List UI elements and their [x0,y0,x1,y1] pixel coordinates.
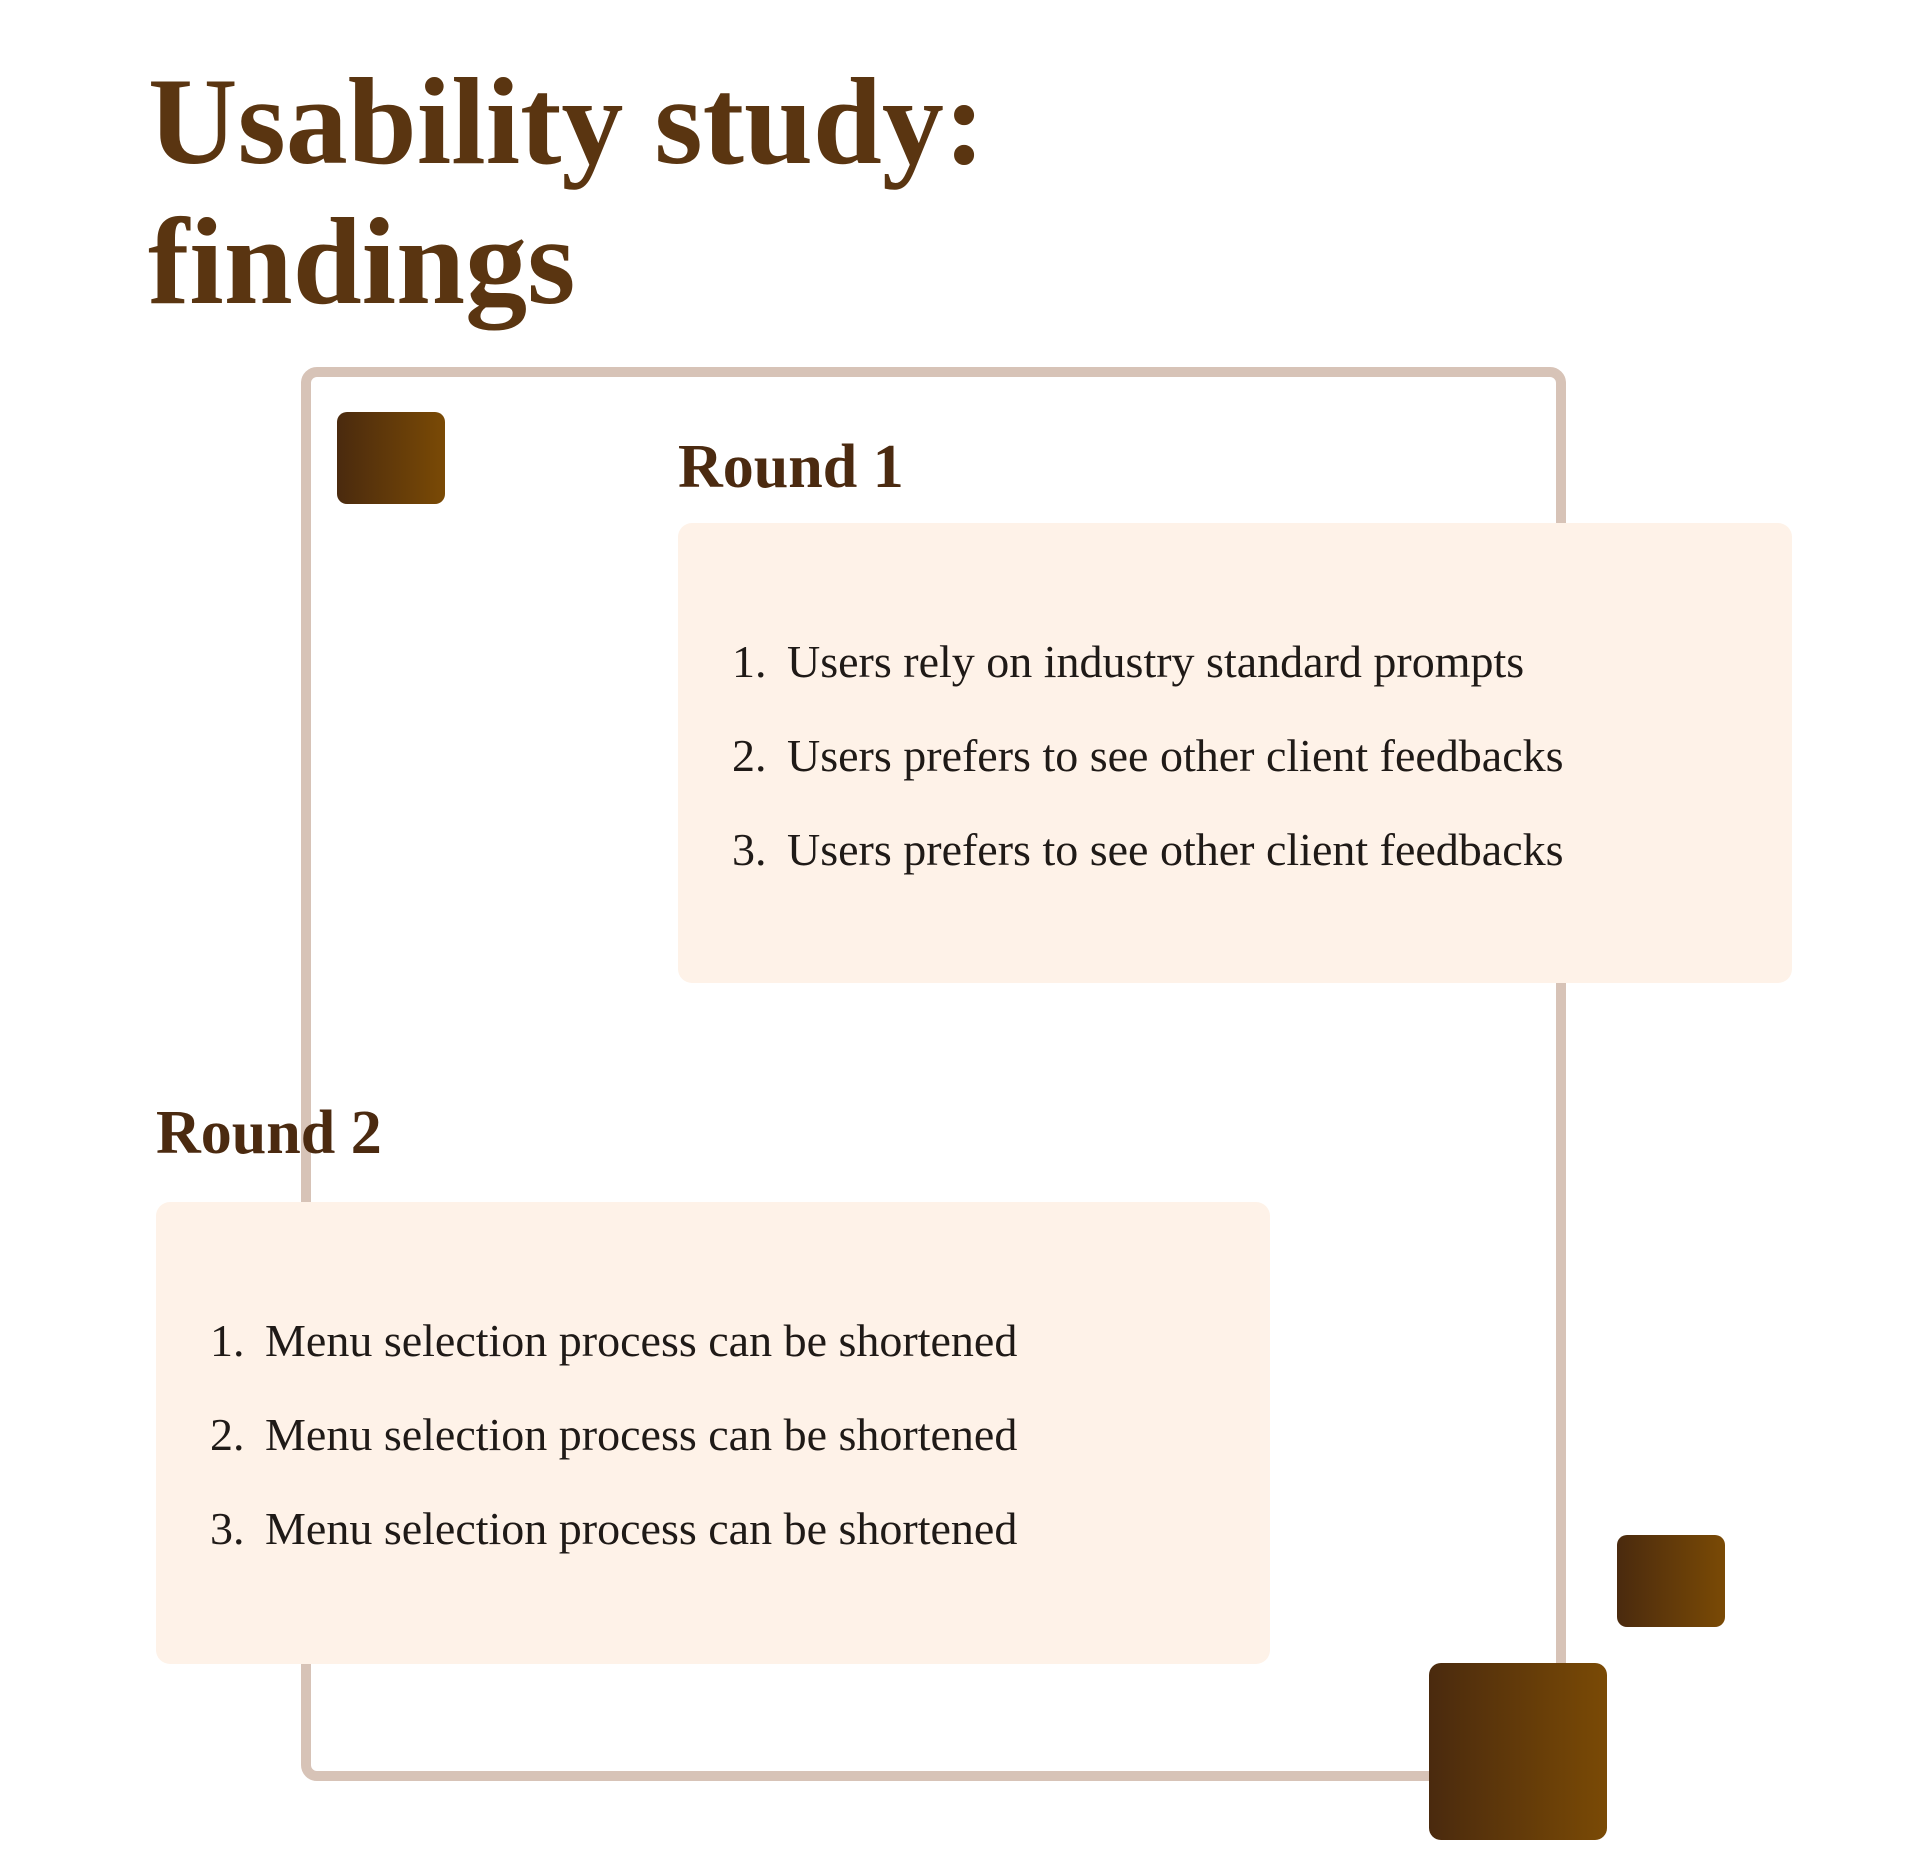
decorative-square [1617,1535,1725,1627]
finding-item: 1. Users rely on industry standard promp… [732,615,1792,709]
finding-text: Users prefers to see other client feedba… [787,824,1564,875]
finding-number: 1. [210,1315,245,1366]
round-2-findings-list: 1. Menu selection process can be shorten… [210,1294,1270,1576]
round-2-heading: Round 2 [156,1099,382,1167]
finding-number: 2. [732,730,767,781]
finding-item: 2. Menu selection process can be shorten… [210,1388,1270,1482]
finding-number: 3. [732,824,767,875]
finding-item: 1. Menu selection process can be shorten… [210,1294,1270,1388]
finding-text: Users prefers to see other client feedba… [787,730,1564,781]
decorative-frame [301,367,1566,1781]
finding-text: Users rely on industry standard prompts [787,636,1525,687]
finding-text: Menu selection process can be shortened [265,1315,1018,1366]
finding-number: 1. [732,636,767,687]
round-1-heading: Round 1 [678,433,904,501]
finding-item: 3. Users prefers to see other client fee… [732,803,1792,897]
decorative-square [1429,1663,1607,1840]
finding-text: Menu selection process can be shortened [265,1409,1018,1460]
decorative-square [337,412,445,504]
finding-number: 2. [210,1409,245,1460]
page-title: Usability study: findings [148,53,986,330]
round-1-findings-list: 1. Users rely on industry standard promp… [732,615,1792,897]
round-2-findings-card: 1. Menu selection process can be shorten… [156,1202,1270,1664]
finding-item: 3. Menu selection process can be shorten… [210,1482,1270,1576]
finding-number: 3. [210,1503,245,1554]
round-1-findings-card: 1. Users rely on industry standard promp… [678,523,1792,983]
finding-item: 2. Users prefers to see other client fee… [732,709,1792,803]
finding-text: Menu selection process can be shortened [265,1503,1018,1554]
